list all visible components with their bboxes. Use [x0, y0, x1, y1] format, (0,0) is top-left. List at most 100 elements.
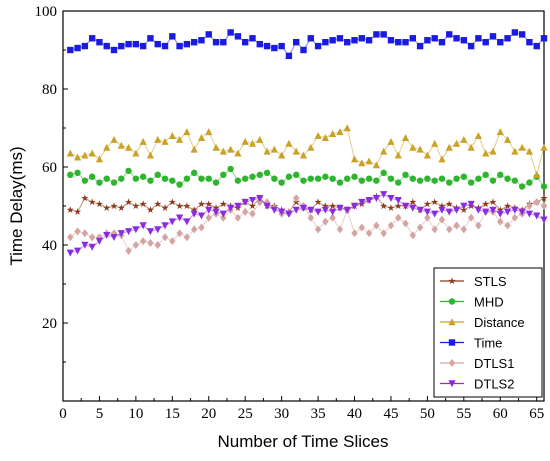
data-point-time: [81, 42, 89, 50]
data-point-mhd: [387, 175, 395, 182]
data-point-dtls2: [168, 218, 176, 226]
data-point-dtls2: [343, 206, 351, 214]
data-point-distance: [438, 155, 446, 163]
x-tick-label: 25: [238, 406, 253, 422]
data-point-distance: [161, 137, 169, 145]
data-point-mhd: [169, 177, 176, 184]
data-point-dtls1: [351, 229, 358, 238]
data-point-time: [234, 33, 242, 40]
data-point-distance: [525, 147, 534, 155]
data-point-distance: [154, 135, 162, 143]
data-point-time: [271, 44, 278, 52]
data-point-distance: [168, 132, 176, 139]
data-point-dtls1: [74, 227, 81, 236]
data-point-dtls2: [503, 208, 512, 216]
data-point-dtls1: [395, 213, 402, 222]
data-point-distance: [380, 147, 388, 155]
data-point-dtls2: [190, 210, 198, 218]
data-point-dtls2: [88, 243, 96, 251]
data-point-stls: [81, 194, 89, 202]
data-point-dtls2: [205, 206, 213, 214]
data-point-dtls1: [147, 239, 154, 248]
data-point-stls: [314, 198, 322, 206]
data-point-time: [176, 42, 183, 50]
data-point-dtls2: [66, 249, 74, 257]
data-point-dtls2: [460, 202, 468, 210]
series-mhd: [67, 165, 548, 190]
data-point-mhd: [205, 175, 212, 182]
data-point-dtls1: [533, 198, 540, 207]
data-point-dtls2: [387, 195, 395, 202]
data-point-dtls2: [73, 247, 82, 255]
data-point-mhd: [424, 175, 431, 182]
data-point-dtls2: [124, 228, 133, 236]
data-point-dtls2: [365, 196, 373, 204]
data-point-time: [395, 39, 402, 46]
legend-label-dtls2: DTLS2: [474, 377, 514, 392]
data-point-mhd: [482, 171, 489, 178]
data-point-dtls1: [431, 225, 438, 234]
data-point-dtls1: [329, 213, 336, 222]
data-point-dtls1: [336, 225, 344, 234]
data-point-stls: [540, 194, 548, 202]
data-point-distance: [452, 139, 461, 147]
data-point-distance: [518, 143, 526, 151]
data-point-time: [220, 39, 227, 46]
data-point-time: [293, 39, 300, 46]
data-point-mhd: [300, 177, 307, 184]
data-point-stls: [248, 202, 257, 210]
data-point-mhd: [380, 169, 387, 177]
data-point-distance: [146, 151, 155, 159]
series-dtls2: [66, 191, 548, 257]
data-point-time: [438, 39, 446, 46]
data-point-dtls2: [176, 214, 184, 222]
data-point-dtls1: [460, 225, 468, 234]
data-point-distance: [431, 139, 439, 147]
data-point-distance: [285, 139, 293, 147]
data-point-dtls1: [475, 221, 482, 230]
data-point-dtls2: [511, 206, 519, 214]
data-point-mhd: [475, 175, 482, 182]
legend-item-distance: Distance: [440, 315, 525, 330]
data-point-mhd: [139, 173, 147, 180]
legend-marker-distance: [448, 318, 456, 326]
x-tick-label: 45: [383, 406, 398, 422]
legend-marker-mhd: [448, 298, 456, 305]
data-point-dtls2: [467, 200, 475, 208]
legend-label-dtls1: DTLS1: [474, 356, 514, 371]
data-point-distance: [219, 147, 227, 155]
data-point-dtls1: [424, 213, 431, 222]
data-point-mhd: [329, 175, 336, 182]
data-point-time: [431, 35, 438, 42]
x-tick-label: 5: [96, 406, 104, 422]
data-point-dtls2: [336, 204, 344, 212]
data-point-distance: [248, 139, 257, 147]
x-axis-title: Number of Time Slices: [218, 432, 389, 451]
data-point-time: [446, 31, 453, 38]
x-tick-label: 40: [347, 406, 362, 422]
data-point-dtls2: [380, 191, 388, 199]
data-point-mhd: [110, 179, 118, 186]
data-point-time: [307, 35, 314, 42]
data-point-dtls2: [540, 216, 548, 224]
data-point-mhd: [526, 179, 533, 186]
data-point-mhd: [358, 177, 366, 184]
data-point-dtls2: [358, 198, 366, 206]
data-point-mhd: [504, 175, 511, 182]
data-point-distance: [212, 143, 220, 151]
data-point-time: [533, 42, 540, 50]
data-point-dtls2: [474, 206, 483, 214]
data-point-dtls1: [402, 219, 409, 228]
y-tick-label: 100: [35, 4, 58, 20]
data-point-stls: [431, 198, 439, 206]
data-point-dtls1: [249, 209, 256, 218]
data-point-distance: [503, 135, 512, 143]
data-point-distance: [263, 147, 271, 155]
data-point-dtls2: [248, 196, 257, 204]
legend-label-distance: Distance: [474, 315, 525, 330]
data-point-dtls2: [146, 228, 155, 236]
data-point-mhd: [125, 167, 132, 175]
data-point-distance: [139, 137, 147, 145]
data-point-mhd: [467, 179, 475, 186]
